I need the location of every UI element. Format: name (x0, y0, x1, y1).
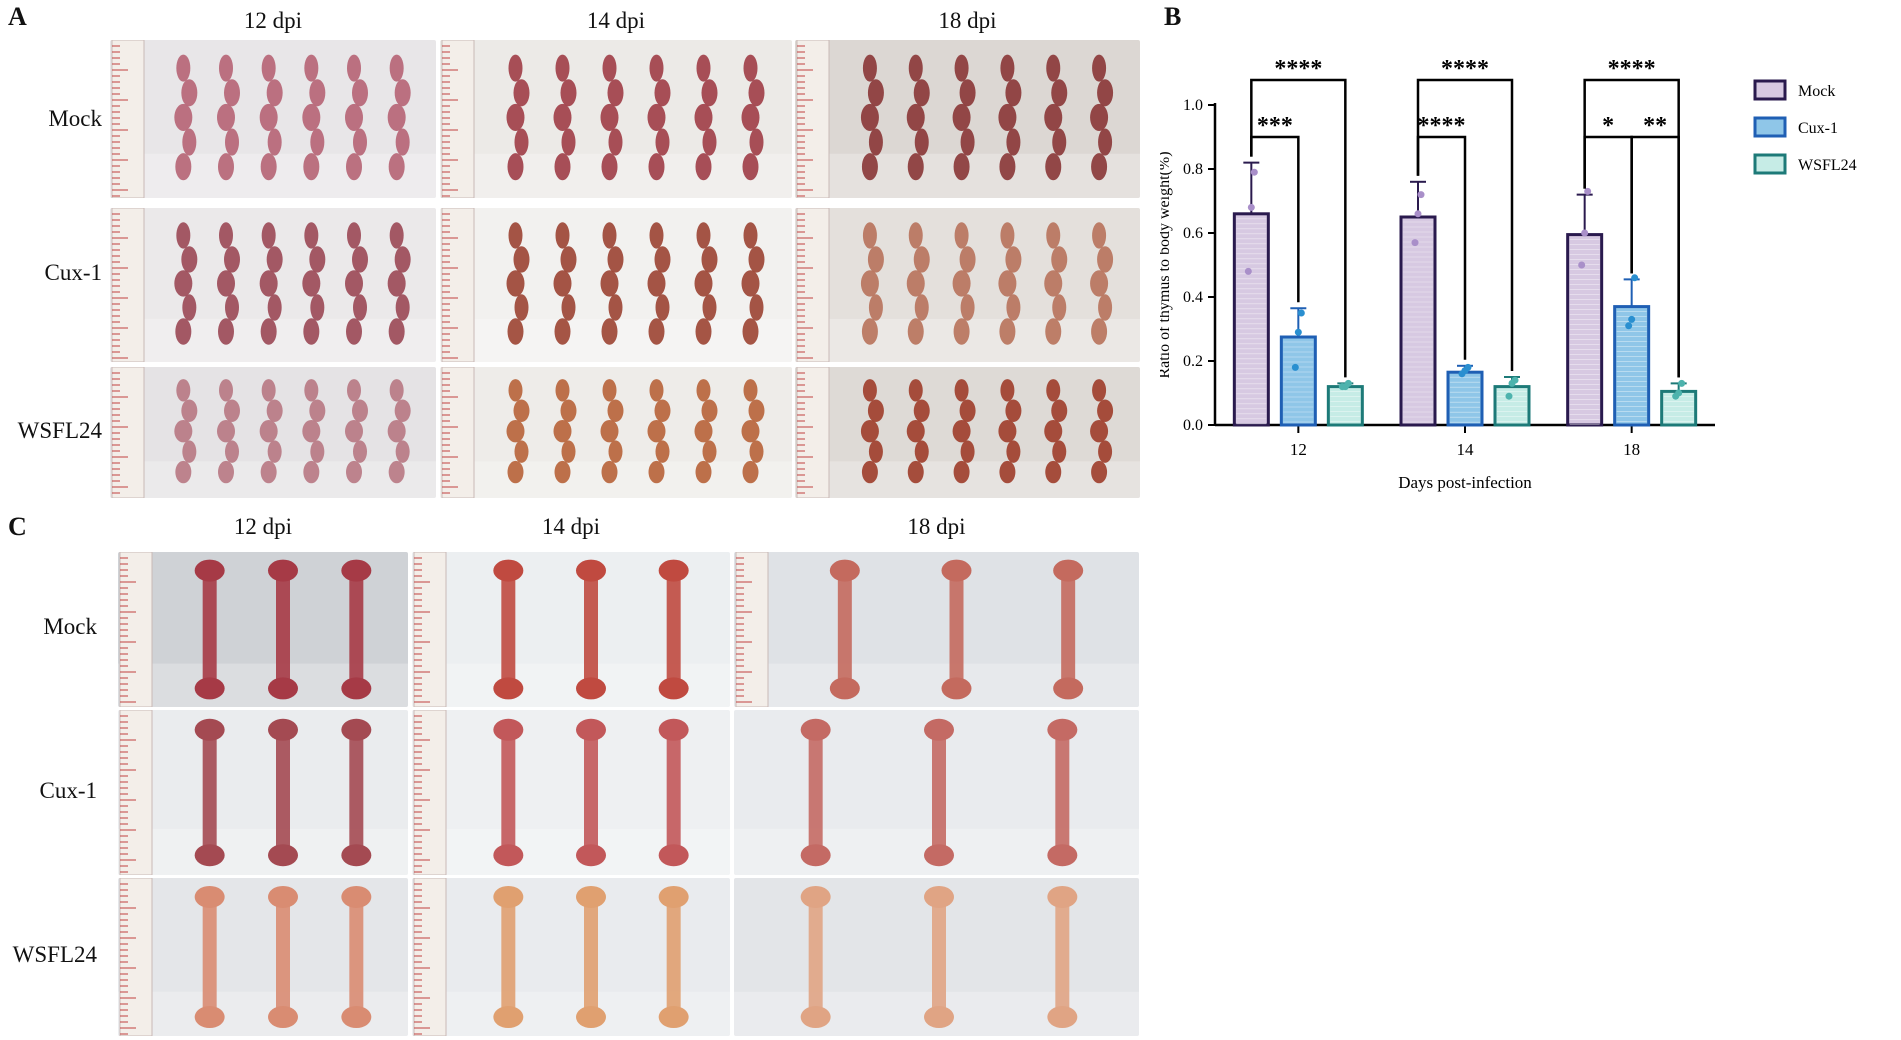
data-point (1675, 389, 1683, 397)
data-point (1578, 261, 1586, 269)
data-point (1411, 239, 1419, 247)
y-tick-label: 0.8 (1183, 161, 1203, 178)
panel-c-row-wsfl24: WSFL24 (12, 942, 97, 967)
y-tick-label: 0.0 (1183, 417, 1203, 434)
significance-label: **** (1441, 60, 1489, 82)
thymus-photo-mock-14dpi (440, 40, 792, 198)
thymus-photo-wsfl24-18dpi (795, 367, 1140, 498)
panel-c-col-14dpi: 14 dpi (541, 514, 601, 539)
bar-cux-1-12 (1279, 335, 1317, 427)
significance-bracket: *** (1250, 113, 1300, 303)
legend-swatch (1753, 116, 1787, 138)
bone-photo-mock-14dpi (412, 552, 730, 707)
legend-item-cux-1: Cux-1 (1753, 116, 1838, 138)
x-tick-label: 14 (1457, 440, 1475, 459)
data-point (1505, 392, 1513, 400)
data-point (1584, 187, 1592, 195)
panel-a-col-12dpi: 12 dpi (243, 8, 303, 33)
bone-photo-cux1-12dpi (118, 710, 408, 875)
legend-label: Cux-1 (1798, 120, 1838, 137)
bone-photo-mock-18dpi (734, 552, 1139, 707)
data-point (1628, 315, 1636, 323)
thymus-photo-mock-12dpi (110, 40, 436, 198)
significance-bracket: **** (1416, 60, 1514, 371)
data-point (1581, 229, 1589, 237)
bar-mock-12 (1232, 212, 1270, 427)
data-point (1631, 274, 1639, 282)
significance-label: *** (1257, 113, 1293, 139)
panel-a-col-14dpi: 14 dpi (586, 8, 646, 33)
legend-label: WSFL24 (1798, 157, 1857, 174)
y-tick-label: 0.6 (1183, 225, 1203, 242)
panel-a-row-mock: Mock (48, 106, 102, 131)
y-tick-label: 1.0 (1183, 97, 1203, 114)
panel-c-col-12dpi: 12 dpi (233, 514, 293, 539)
data-point (1414, 210, 1422, 218)
thymus-photo-cux1-18dpi (795, 208, 1140, 362)
significance-label: ** (1643, 113, 1667, 139)
data-point (1294, 328, 1302, 336)
thymus-photo-cux1-12dpi (110, 208, 436, 362)
bone-photo-cux1-18dpi (734, 710, 1139, 875)
thymus-ratio-chart: 0.0 0.2 0.4 0.6 0.8 1.0 Ratio of thymus to bod… (1160, 60, 1857, 492)
panel-c-col-18dpi: 18 dpi (907, 514, 966, 539)
bone-photo-wsfl24-14dpi (412, 878, 730, 1036)
panel-c-row-cux1: Cux-1 (39, 778, 98, 803)
bone-photo-mock-12dpi (118, 552, 408, 707)
significance-label: * (1602, 113, 1614, 139)
bar-mock-14 (1399, 215, 1437, 427)
panel-a-row-cux1: Cux-1 (44, 260, 103, 285)
thymus-photo-mock-18dpi (795, 40, 1140, 198)
panel-c-letter: C (8, 512, 27, 541)
bar-wsfl24-14 (1493, 385, 1531, 427)
legend-label: Mock (1798, 83, 1835, 100)
significance-label: **** (1608, 60, 1656, 82)
thymus-photo-cux1-14dpi (440, 208, 792, 362)
bone-photo-wsfl24-12dpi (118, 878, 408, 1036)
data-point (1417, 191, 1425, 199)
bone-photo-wsfl24-18dpi (734, 878, 1139, 1036)
data-point (1464, 363, 1472, 371)
x-axis-label: Days post-infection (1398, 473, 1532, 492)
y-tick-label: 0.2 (1183, 353, 1203, 370)
y-tick-label: 0.4 (1183, 289, 1203, 306)
data-point (1344, 379, 1352, 387)
data-point (1511, 376, 1519, 384)
legend-swatch (1753, 153, 1787, 175)
x-tick-label: 18 (1623, 440, 1640, 459)
legend-item-wsfl24: WSFL24 (1753, 153, 1857, 175)
significance-bracket: **** (1416, 113, 1467, 360)
panel-a-row-wsfl24: WSFL24 (17, 418, 102, 443)
data-point (1678, 379, 1686, 387)
data-point (1250, 168, 1258, 176)
panel-a-letter: A (8, 2, 27, 31)
panel-a-col-18dpi: 18 dpi (938, 8, 997, 33)
panel-b-letter: B (1164, 2, 1182, 31)
legend-swatch (1753, 79, 1787, 101)
significance-bracket: **** (1250, 60, 1347, 378)
data-point (1291, 363, 1299, 371)
bar-wsfl24-12 (1326, 385, 1364, 427)
panel-c-row-mock: Mock (43, 614, 97, 639)
data-point (1297, 309, 1305, 317)
data-point (1625, 322, 1633, 330)
significance-bracket: ** (1630, 113, 1680, 378)
x-tick-label: 12 (1290, 440, 1307, 459)
significance-label: **** (1274, 60, 1322, 82)
legend-item-mock: Mock (1753, 79, 1835, 101)
data-point (1244, 267, 1252, 275)
thymus-photo-wsfl24-12dpi (110, 367, 436, 498)
y-axis-label: Ratio of thymus to body weight(%) (1160, 151, 1173, 378)
significance-label: **** (1418, 113, 1466, 139)
bone-photo-cux1-14dpi (412, 710, 730, 875)
data-point (1247, 203, 1255, 211)
thymus-photo-wsfl24-14dpi (440, 367, 792, 498)
